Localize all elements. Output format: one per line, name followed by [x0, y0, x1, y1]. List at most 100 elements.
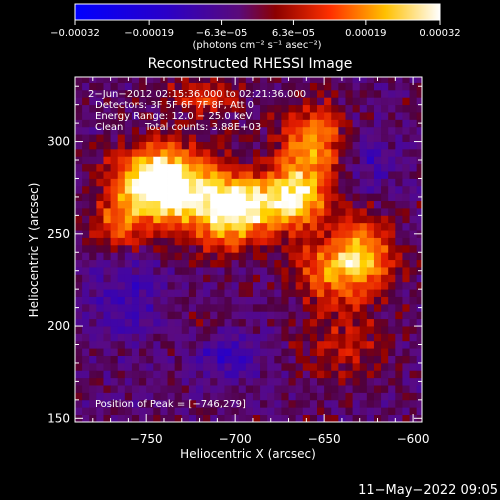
heatmap-cell [117, 333, 126, 342]
heatmap-cell [224, 370, 232, 379]
heatmap-cell [366, 112, 375, 120]
heatmap-cell [359, 318, 368, 327]
heatmap-cell [324, 193, 332, 202]
heatmap-cell [103, 200, 111, 209]
heatmap-cell [359, 274, 368, 283]
heatmap-cell [359, 126, 368, 135]
heatmap-cell [82, 134, 90, 142]
heatmap-cell [238, 171, 247, 179]
heatmap-cell [217, 89, 225, 98]
heatmap-cell [110, 148, 119, 157]
heatmap-cell [395, 141, 403, 150]
heatmap-cell [288, 104, 297, 113]
heatmap-cell [395, 303, 403, 312]
heatmap-cell [131, 178, 140, 187]
heatmap-cell [281, 230, 289, 238]
heatmap-cell [203, 141, 211, 150]
heatmap-cell [295, 333, 304, 342]
heatmap-cell [160, 385, 168, 393]
heatmap-cell [188, 119, 197, 128]
heatmap-cell [359, 259, 368, 268]
heatmap-cell [309, 385, 318, 393]
heatmap-cell [331, 370, 339, 379]
heatmap-cell [224, 163, 232, 172]
heatmap-cell [196, 207, 204, 216]
heatmap-cell [153, 333, 161, 342]
heatmap-cell [260, 119, 268, 128]
heatmap-cell [153, 82, 161, 91]
heatmap-cell [110, 274, 119, 283]
heatmap-cell [345, 355, 353, 364]
heatmap-cell [317, 112, 325, 120]
heatmap-cell [203, 303, 211, 312]
heatmap-cell [359, 303, 368, 312]
heatmap-cell [117, 200, 126, 209]
x-tick-label: −700 [219, 432, 252, 446]
heatmap-cell [124, 348, 133, 356]
heatmap-cell [359, 97, 368, 106]
heatmap-cell [103, 104, 111, 113]
heatmap-cell [103, 267, 111, 275]
heatmap-cell [402, 267, 410, 275]
heatmap-cell [252, 340, 261, 349]
heatmap-cell [196, 399, 204, 408]
heatmap-cell [203, 82, 211, 91]
heatmap-cell [160, 230, 168, 238]
heatmap-cell [373, 267, 382, 275]
heatmap-cell [89, 281, 97, 290]
heatmap-cell [160, 89, 168, 98]
heatmap-cell [210, 178, 218, 187]
heatmap-cell [345, 185, 353, 194]
heatmap-cell [317, 362, 325, 371]
heatmap-cell [139, 222, 147, 231]
heatmap-cell [96, 318, 104, 327]
heatmap-cell [224, 89, 232, 98]
heatmap-cell [345, 104, 353, 113]
heatmap-cell [388, 348, 396, 356]
heatmap-cell [402, 200, 410, 209]
heatmap-cell [317, 222, 325, 231]
heatmap-cell [302, 207, 311, 216]
heatmap-cell [331, 362, 339, 371]
heatmap-cell [238, 207, 247, 216]
heatmap-cell [331, 333, 339, 342]
heatmap-cell [317, 326, 325, 334]
heatmap-cell [245, 407, 254, 416]
heatmap-cell [267, 362, 275, 371]
heatmap-cell [82, 355, 90, 364]
heatmap-cell [139, 134, 147, 142]
heatmap-cell [409, 222, 418, 231]
heatmap-cell [267, 193, 275, 202]
heatmap-cell [82, 377, 90, 386]
heatmap-cell [153, 119, 161, 128]
heatmap-cell [224, 156, 232, 165]
heatmap-cell [124, 82, 133, 91]
heatmap-cell [359, 119, 368, 128]
heatmap-cell [366, 156, 375, 165]
heatmap-cell [281, 119, 289, 128]
heatmap-cell [224, 171, 232, 179]
heatmap-cell [89, 112, 97, 120]
heatmap-cell [388, 185, 396, 194]
heatmap-cell [359, 333, 368, 342]
heatmap-cell [160, 348, 168, 356]
heatmap-cell [160, 355, 168, 364]
heatmap-cell [188, 318, 197, 327]
heatmap-cell [373, 333, 382, 342]
heatmap-cell [302, 237, 311, 246]
heatmap-cell [196, 296, 204, 305]
heatmap-cell [75, 326, 83, 334]
heatmap-cell [309, 134, 318, 142]
heatmap-cell [82, 392, 90, 401]
heatmap-cell [245, 141, 254, 150]
heatmap-cell [131, 348, 140, 356]
heatmap-cell [416, 348, 422, 356]
heatmap-cell [131, 377, 140, 386]
heatmap-cell [288, 281, 297, 290]
heatmap-cell [309, 311, 318, 320]
heatmap-cell [295, 237, 304, 246]
heatmap-cell [317, 163, 325, 172]
heatmap-cell [210, 377, 218, 386]
heatmap-cell [395, 163, 403, 172]
heatmap-cell [309, 355, 318, 364]
